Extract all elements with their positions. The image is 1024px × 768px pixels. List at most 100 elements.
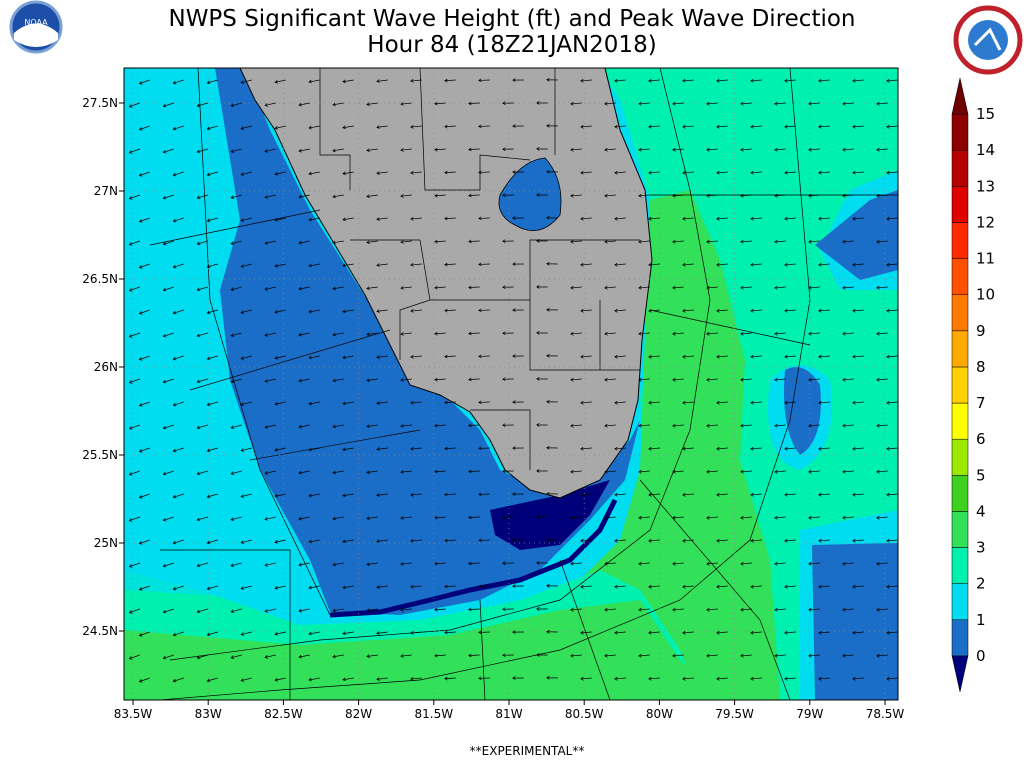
arrow xyxy=(638,331,650,336)
arrow xyxy=(400,332,412,336)
arrow xyxy=(230,240,242,245)
colorbar-label: 2 xyxy=(976,575,986,593)
arrow xyxy=(206,493,218,499)
arrow xyxy=(842,147,854,152)
arrow xyxy=(400,102,412,106)
arrow xyxy=(852,630,864,635)
arrow xyxy=(716,446,728,451)
arrow xyxy=(546,491,558,496)
lake-okeechobee xyxy=(498,157,562,232)
arrow xyxy=(842,607,854,612)
arrow xyxy=(716,676,728,681)
arrow xyxy=(240,217,252,222)
colorbar-label: 8 xyxy=(976,358,986,376)
arrow xyxy=(230,562,242,567)
arrow xyxy=(852,446,864,451)
arrow xyxy=(342,401,354,406)
colorbar-label: 3 xyxy=(976,539,986,557)
arrow xyxy=(298,608,310,613)
arrow xyxy=(376,171,388,175)
arrow xyxy=(468,193,480,198)
arrow xyxy=(648,676,660,681)
arrow xyxy=(614,630,626,635)
arrow xyxy=(308,309,320,314)
arrow xyxy=(536,561,548,565)
arrow xyxy=(750,584,762,589)
arrow xyxy=(434,331,446,336)
arrow xyxy=(240,263,252,268)
arrow xyxy=(434,515,446,520)
arrow xyxy=(808,469,820,474)
arrow xyxy=(740,147,752,152)
arrow xyxy=(740,515,752,520)
colorbar-label: 14 xyxy=(976,141,995,159)
arrow xyxy=(410,585,422,589)
arrow xyxy=(876,653,888,658)
arrow xyxy=(468,561,480,566)
arrow xyxy=(638,377,650,382)
arrow xyxy=(206,355,218,361)
colorbar-segment xyxy=(951,294,969,332)
arrow xyxy=(614,170,626,175)
arrow xyxy=(444,216,456,221)
arrow xyxy=(342,585,354,590)
arrow xyxy=(162,654,174,660)
lat-label: 25N xyxy=(94,536,118,550)
arrow xyxy=(852,262,864,267)
arrow xyxy=(230,286,242,291)
arrow xyxy=(162,102,174,108)
arrow xyxy=(308,585,320,590)
arrow xyxy=(648,538,660,543)
arrow xyxy=(604,239,616,244)
arrow xyxy=(580,630,592,635)
arrow xyxy=(886,308,898,313)
sea-0-1ft xyxy=(215,68,640,615)
arrow xyxy=(536,193,548,197)
arrow xyxy=(672,377,684,382)
arrow xyxy=(274,493,286,498)
arrow xyxy=(274,447,286,452)
arrow xyxy=(162,424,174,430)
arrow xyxy=(240,539,252,544)
arrow xyxy=(376,677,388,681)
arrow xyxy=(274,309,286,314)
arrow xyxy=(332,378,344,383)
lat-label: 24.5N xyxy=(82,624,118,638)
arrow xyxy=(852,538,864,543)
arrow xyxy=(706,607,718,612)
lat-label: 27N xyxy=(94,184,118,198)
arrow xyxy=(808,561,820,566)
arrow xyxy=(138,493,150,499)
arrow xyxy=(876,101,888,106)
arrow xyxy=(638,515,650,520)
arrow xyxy=(682,354,694,359)
arrow xyxy=(400,424,412,428)
arrow xyxy=(196,240,208,246)
arrow xyxy=(604,515,616,520)
arrow xyxy=(784,216,796,221)
arrow xyxy=(750,216,762,221)
arrow xyxy=(842,469,854,474)
arrow xyxy=(784,584,796,589)
arrow xyxy=(400,378,412,382)
arrow xyxy=(886,170,898,175)
arrow xyxy=(580,308,592,313)
arrow xyxy=(750,78,762,83)
arrow xyxy=(332,470,344,475)
arrow xyxy=(468,285,480,290)
arrow xyxy=(342,447,354,452)
arrow xyxy=(570,147,582,152)
arrow xyxy=(512,584,524,588)
arrow xyxy=(138,263,150,269)
arrow xyxy=(546,123,558,128)
arrow xyxy=(264,470,276,475)
arrow xyxy=(444,400,456,405)
arrow xyxy=(886,400,898,405)
arrow xyxy=(434,147,446,152)
arrow xyxy=(648,584,660,589)
arrow xyxy=(308,493,320,498)
arrow xyxy=(570,607,582,612)
arrow xyxy=(580,216,592,221)
